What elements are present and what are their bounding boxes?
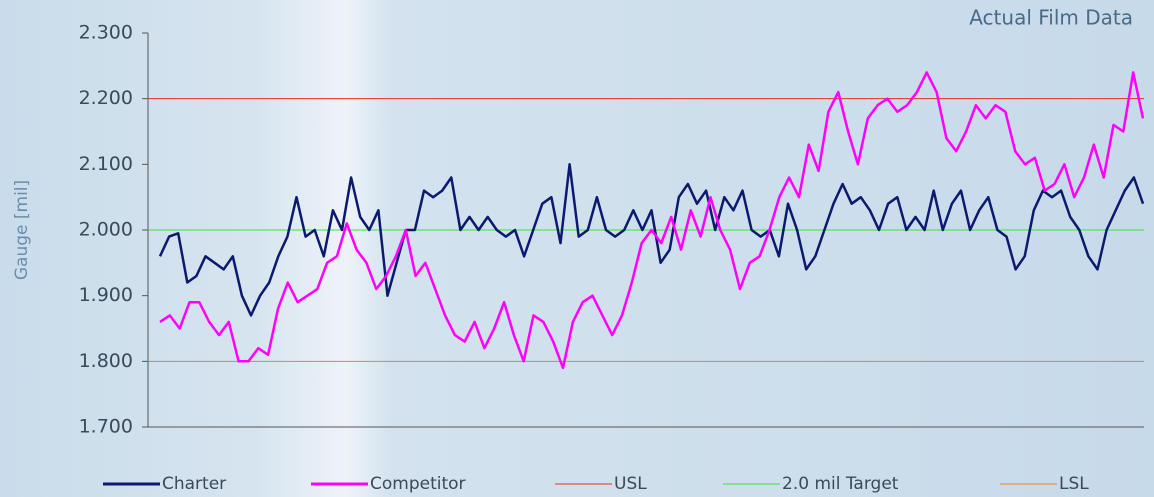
legend-label: 2.0 mil Target [782, 474, 899, 494]
y-axis-label: Gauge [mil] [12, 180, 32, 280]
legend-label: Charter [162, 474, 226, 494]
series-line [159, 71, 1145, 370]
y-tick-label: 2.200 [79, 87, 133, 109]
chart-title: Actual Film Data [969, 6, 1133, 30]
y-tick-label: 1.700 [79, 416, 133, 438]
y-tick-label: 2.300 [79, 22, 133, 44]
legend-label: USL [614, 474, 647, 494]
y-tick-label: 1.800 [79, 350, 133, 372]
y-tick-label: 2.000 [79, 219, 133, 241]
legend-label: LSL [1059, 474, 1089, 494]
legend-label: Competitor [370, 474, 466, 494]
y-tick-label: 2.100 [79, 153, 133, 175]
series-line [158, 163, 1145, 317]
y-tick-label: 1.900 [79, 284, 133, 306]
